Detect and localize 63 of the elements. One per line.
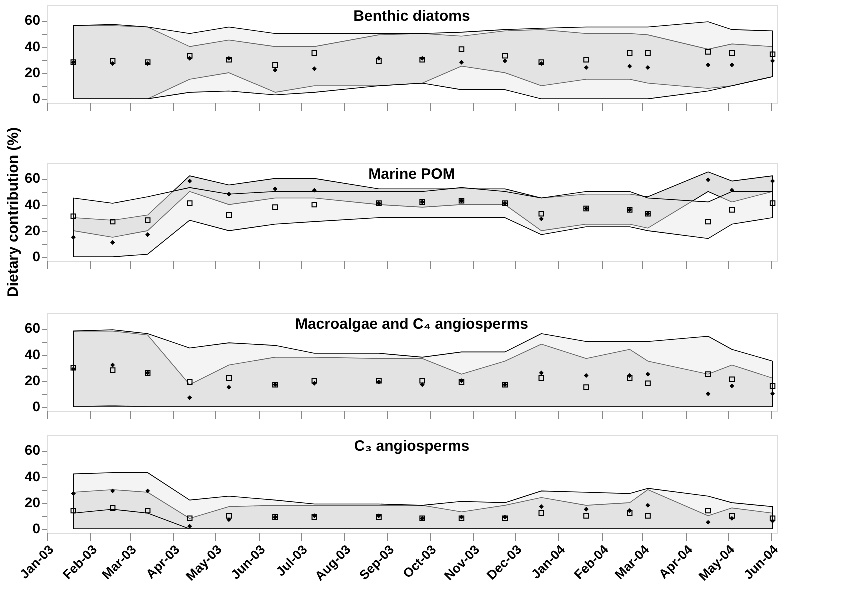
- point: [627, 510, 633, 516]
- point: [110, 218, 116, 225]
- point: [226, 212, 232, 218]
- point: [146, 232, 150, 238]
- point: [187, 200, 193, 206]
- point: [584, 513, 590, 519]
- y-tick-label: 60: [24, 12, 41, 28]
- point: [770, 516, 776, 522]
- point: [312, 188, 317, 193]
- y-tick-label: 60: [24, 442, 41, 458]
- point: [584, 507, 589, 512]
- point: [145, 508, 151, 514]
- y-tick-label: 0: [32, 398, 41, 415]
- chart-title: C₃ angiosperms: [354, 438, 470, 455]
- point: [70, 214, 76, 220]
- point: [71, 491, 76, 496]
- chart-title: Benthic diatoms: [354, 8, 470, 25]
- point: [730, 188, 735, 193]
- chart-title: Macroalgae and C₄ angiosperms: [295, 316, 529, 333]
- point: [110, 505, 116, 512]
- point: [538, 211, 544, 217]
- point: [646, 503, 650, 508]
- y-tick-label: 60: [24, 170, 41, 186]
- point: [146, 488, 150, 494]
- point: [226, 513, 232, 519]
- point: [70, 508, 76, 514]
- y-tick-label: 20: [24, 372, 41, 388]
- point: [312, 202, 318, 208]
- point: [770, 200, 776, 206]
- point: [188, 178, 192, 184]
- point: [538, 510, 544, 516]
- y-tick-label: 0: [32, 248, 41, 265]
- y-tick-label: 60: [24, 320, 41, 336]
- y-tick-label: 20: [24, 222, 41, 238]
- point: [273, 186, 278, 192]
- y-tick-label: 40: [24, 346, 41, 362]
- y-tick-label: 40: [24, 196, 41, 212]
- y-tick-label: 20: [24, 64, 41, 80]
- point: [706, 218, 712, 225]
- point: [188, 524, 192, 529]
- point: [729, 513, 736, 519]
- point: [706, 508, 712, 514]
- point: [539, 216, 544, 222]
- y-tick-label: 20: [24, 494, 41, 510]
- point: [706, 520, 711, 525]
- point: [706, 178, 711, 182]
- point: [645, 513, 651, 519]
- point: [145, 218, 151, 224]
- point: [187, 516, 193, 522]
- y-tick-label: 40: [24, 468, 41, 484]
- y-tick-label: 0: [32, 90, 41, 107]
- point: [729, 207, 736, 213]
- y-tick-label: 40: [24, 38, 41, 54]
- point: [71, 235, 76, 240]
- y-axis-title: Dietary contribution (%): [4, 127, 22, 298]
- point: [110, 488, 116, 494]
- chart-title: Marine POM: [368, 166, 456, 183]
- point: [226, 192, 232, 197]
- point: [770, 178, 776, 184]
- point: [110, 240, 116, 246]
- point: [539, 504, 544, 510]
- y-tick-label: 0: [32, 520, 41, 537]
- point: [272, 204, 278, 210]
